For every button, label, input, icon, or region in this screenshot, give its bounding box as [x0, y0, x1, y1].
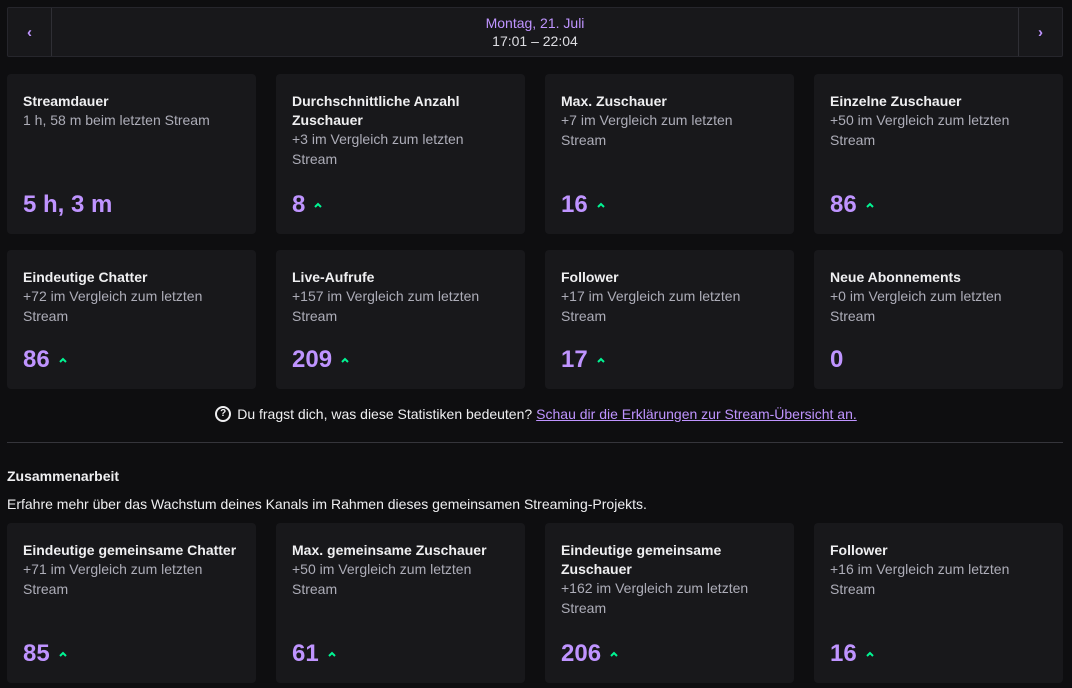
stat-card-value-wrap: 16: [561, 190, 606, 220]
stat-card-value-wrap: 206: [561, 639, 619, 669]
stat-card-value: 8: [292, 191, 306, 218]
stat-card-title: Max. Zuschauer: [561, 93, 667, 109]
date-navigator: ‹ Montag, 21. Juli 17:01 – 22:04 ›: [7, 7, 1063, 57]
stat-card-value: 86: [830, 191, 857, 218]
stat-card-title: Follower: [830, 542, 888, 558]
trend-up-icon: [327, 651, 336, 657]
trend-up-icon: [58, 651, 67, 657]
stat-card-value-wrap: 5 h, 3 m: [23, 190, 112, 220]
chevron-right-icon: ›: [1038, 23, 1043, 41]
collaboration-section-description: Erfahre mehr über das Wachstum deines Ka…: [7, 496, 647, 512]
stat-card-value: 209: [292, 346, 333, 373]
help-text: Du fragst dich, was diese Statistiken be…: [237, 406, 533, 422]
stat-card-value-wrap: 209: [292, 345, 350, 375]
stat-card-live-views: Live-Aufrufe +157 im Vergleich zum letzt…: [276, 250, 525, 389]
stat-card-value-wrap: 17: [561, 345, 606, 375]
stat-card-avg-viewers: Durchschnittliche Anzahl Zuschauer +3 im…: [276, 74, 525, 234]
stat-card-stream-duration: Streamdauer 1 h, 58 m beim letzten Strea…: [7, 74, 256, 234]
section-divider: [7, 442, 1063, 443]
stat-card-value-wrap: 16: [830, 639, 875, 669]
stat-card-subtitle: 1 h, 58 m beim letzten Stream: [23, 112, 210, 128]
stat-card-title: Durchschnittliche Anzahl Zuschauer: [292, 93, 460, 128]
stat-card-subtitle: +0 im Vergleich zum letzten Stream: [830, 288, 1002, 324]
stat-card-value: 0: [830, 346, 844, 373]
stat-card-value-wrap: 85: [23, 639, 68, 669]
stat-card-value-wrap: 0: [830, 345, 843, 375]
stat-card-subtitle: +7 im Vergleich zum letzten Stream: [561, 112, 733, 148]
trend-up-icon: [596, 357, 605, 363]
previous-stream-button[interactable]: ‹: [8, 8, 52, 56]
stat-card-title: Max. gemeinsame Zuschauer: [292, 542, 487, 558]
stat-card-value: 17: [561, 346, 588, 373]
stat-card-value-wrap: 86: [23, 345, 68, 375]
stat-card-title: Live-Aufrufe: [292, 269, 375, 285]
stat-card-unique-viewers: Einzelne Zuschauer +50 im Vergleich zum …: [814, 74, 1063, 234]
trend-up-icon: [341, 357, 349, 363]
trend-up-icon: [865, 651, 874, 657]
stream-date: Montag, 21. Juli 17:01 – 22:04: [52, 8, 1018, 56]
stat-card-title: Streamdauer: [23, 93, 109, 109]
stat-card-subtitle: +50 im Vergleich zum letzten Stream: [830, 112, 1010, 148]
stat-card-subtitle: +17 im Vergleich zum letzten Stream: [561, 288, 741, 324]
stat-card-shared-max-viewers: Max. gemeinsame Zuschauer +50 im Verglei…: [276, 523, 525, 683]
stat-card-value: 85: [23, 640, 50, 667]
trend-up-icon: [610, 651, 618, 657]
collaboration-stats-grid: Eindeutige gemeinsame Chatter +71 im Ver…: [7, 523, 1063, 683]
stat-card-unique-chatters: Eindeutige Chatter +72 im Vergleich zum …: [7, 250, 256, 389]
stat-card-title: Eindeutige gemeinsame Zuschauer: [561, 542, 722, 577]
stat-card-followers: Follower +17 im Vergleich zum letzten St…: [545, 250, 794, 389]
trend-up-icon: [58, 357, 67, 363]
stat-card-subtitle: +72 im Vergleich zum letzten Stream: [23, 288, 203, 324]
stat-card-subtitle: +3 im Vergleich zum letzten Stream: [292, 131, 464, 167]
collaboration-section-title: Zusammenarbeit: [7, 468, 120, 484]
stat-card-shared-unique-viewers: Eindeutige gemeinsame Zuschauer +162 im …: [545, 523, 794, 683]
stat-card-subtitle: +50 im Vergleich zum letzten Stream: [292, 561, 472, 597]
stat-card-value: 16: [561, 191, 588, 218]
stat-card-value-wrap: 86: [830, 190, 875, 220]
stream-date-day: Montag, 21. Juli: [485, 15, 585, 31]
stat-card-value: 206: [561, 640, 602, 667]
stat-card-shared-followers: Follower +16 im Vergleich zum letzten St…: [814, 523, 1063, 683]
trend-up-icon: [314, 202, 323, 208]
question-circle-icon: ?: [215, 406, 232, 422]
stat-card-title: Eindeutige gemeinsame Chatter: [23, 542, 237, 558]
stat-card-shared-unique-chatters: Eindeutige gemeinsame Chatter +71 im Ver…: [7, 523, 256, 683]
stat-card-subtitle: +71 im Vergleich zum letzten Stream: [23, 561, 203, 597]
stat-card-subtitle: +162 im Vergleich zum letzten Stream: [561, 580, 749, 616]
stats-help-line: ? Du fragst dich, was diese Statistiken …: [0, 406, 1072, 422]
stat-card-title: Einzelne Zuschauer: [830, 93, 962, 109]
stat-card-title: Follower: [561, 269, 619, 285]
trend-up-icon: [596, 202, 605, 208]
stream-time-range: 17:01 – 22:04: [492, 33, 578, 49]
stat-card-title: Eindeutige Chatter: [23, 269, 148, 285]
stat-card-value-wrap: 61: [292, 639, 337, 669]
stat-card-value: 61: [292, 640, 319, 667]
stat-card-value: 86: [23, 346, 50, 373]
stat-card-value: 5 h, 3 m: [23, 191, 113, 218]
chevron-left-icon: ‹: [27, 23, 32, 41]
stat-card-subtitle: +16 im Vergleich zum letzten Stream: [830, 561, 1010, 597]
stat-card-new-subscriptions: Neue Abonnements +0 im Vergleich zum let…: [814, 250, 1063, 389]
trend-up-icon: [865, 202, 874, 208]
stat-card-max-viewers: Max. Zuschauer +7 im Vergleich zum letzt…: [545, 74, 794, 234]
next-stream-button[interactable]: ›: [1018, 8, 1062, 56]
stat-card-value: 16: [830, 640, 857, 667]
stream-summary-explanation-link[interactable]: Schau dir die Erklärungen zur Stream-Übe…: [536, 406, 857, 422]
stat-card-title: Neue Abonnements: [830, 269, 961, 285]
stats-grid-row-2: Eindeutige Chatter +72 im Vergleich zum …: [7, 250, 1063, 389]
stats-grid-row-1: Streamdauer 1 h, 58 m beim letzten Strea…: [7, 74, 1063, 234]
stat-card-subtitle: +157 im Vergleich zum letzten Stream: [292, 288, 480, 324]
stat-card-value-wrap: 8: [292, 190, 323, 220]
